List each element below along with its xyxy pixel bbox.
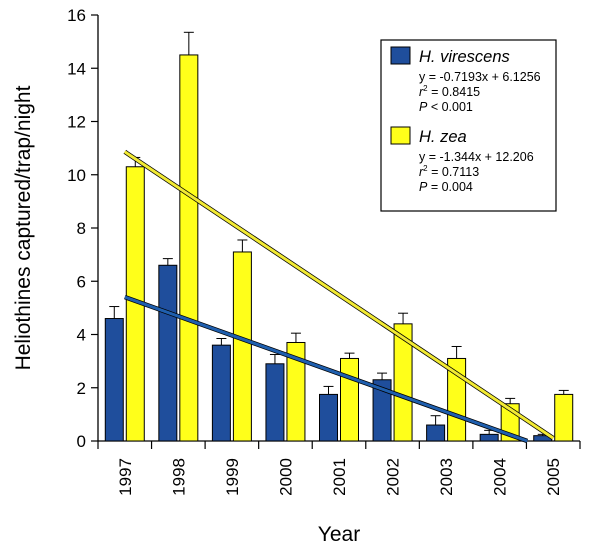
y-axis-title: Heliothines captured/trap/night [12, 85, 35, 370]
y-tick-label: 16 [67, 6, 86, 25]
legend-series-name: H. zea [419, 128, 467, 146]
bar-zea [179, 54, 199, 442]
y-tick-label: 6 [77, 272, 86, 291]
x-tick-label: 2004 [491, 458, 510, 496]
legend-stat-left: P [419, 100, 428, 114]
legend-stat-left: y = -1.344x + 12.206 [419, 150, 534, 164]
legend-stat-left: P [419, 180, 428, 194]
legend-stat-line: y = -0.7193x + 6.1256 [419, 70, 541, 84]
bar-zea [340, 357, 359, 442]
legend-stat-right: = 0.7113 [428, 165, 480, 179]
bar-virescens [265, 363, 285, 442]
bar-zea [232, 251, 252, 442]
legend-series-name: H. virescens [419, 48, 510, 66]
legend-swatch [390, 126, 411, 145]
legend-box [380, 39, 557, 212]
x-tick-label: 2000 [276, 458, 295, 496]
bar-virescens [211, 344, 231, 442]
x-tick-label: 2003 [437, 458, 456, 496]
legend-stat-left: r [419, 165, 424, 179]
y-tick-label: 2 [77, 379, 86, 398]
legend-stat-line: r2 = 0.7113 [419, 164, 479, 179]
bar-virescens [104, 318, 124, 442]
y-tick-label: 4 [77, 326, 86, 345]
x-tick-label: 1998 [169, 458, 188, 496]
legend-stat-sup: 2 [423, 84, 428, 93]
legend-stat-left: r [419, 85, 424, 99]
legend-stat-line: y = -1.344x + 12.206 [419, 150, 534, 164]
legend-stat-line: P < 0.001 [419, 100, 473, 114]
y-tick-label: 14 [67, 59, 86, 78]
legend-stat-left: y = -0.7193x + 6.1256 [419, 70, 541, 84]
y-tick-label: 12 [67, 113, 86, 132]
bar-virescens [158, 264, 178, 442]
bar-zea [554, 393, 574, 442]
x-tick-label: 2002 [384, 458, 403, 496]
y-tick-label: 10 [67, 166, 86, 185]
trend-line-zea [123, 150, 555, 440]
legend-stat-right: = 0.8415 [428, 85, 481, 99]
bar-virescens [319, 393, 338, 442]
legend-stat-right: = 0.004 [427, 180, 473, 194]
x-tick-label: 1999 [223, 458, 242, 496]
bar-virescens [426, 424, 446, 442]
y-tick-label: 0 [77, 432, 86, 451]
legend-stat-line: P = 0.004 [419, 180, 473, 194]
legend-stat-sup: 2 [423, 164, 428, 173]
trend-line-virescens [124, 295, 528, 443]
x-tick-label: 2005 [544, 458, 563, 496]
x-tick-label: 2001 [330, 458, 349, 496]
x-tick-label: 1997 [116, 458, 135, 496]
x-axis-title: Year [318, 523, 360, 546]
legend-swatch [390, 46, 411, 65]
legend-stat-line: r2 = 0.8415 [419, 84, 480, 99]
legend-stat-right: < 0.001 [427, 100, 473, 114]
y-tick-label: 8 [77, 219, 86, 238]
bar-virescens [479, 433, 499, 442]
